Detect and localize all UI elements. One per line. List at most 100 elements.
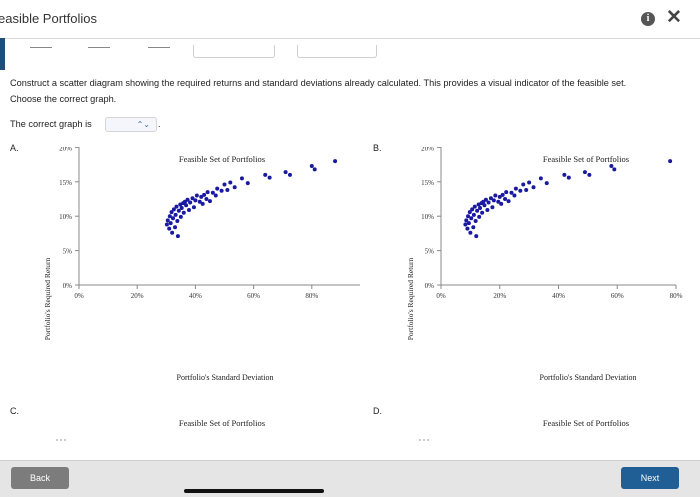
answer-suffix: .	[158, 119, 161, 129]
next-button[interactable]: Next	[621, 467, 679, 489]
data-point	[179, 205, 184, 210]
chevron-updown-icon: ⌃⌄	[136, 120, 150, 129]
data-point	[509, 190, 514, 195]
footer-bar: Back Next	[0, 460, 700, 497]
data-point	[194, 193, 199, 198]
data-point	[239, 176, 244, 181]
data-point	[527, 180, 532, 185]
data-point	[500, 192, 505, 197]
option-a-label: A.	[10, 143, 19, 153]
stub-field	[193, 45, 275, 58]
data-point	[472, 204, 477, 209]
title-bar: easible Portfolios i ✕	[0, 0, 700, 39]
chart-title: Feasible Set of Portfolios	[179, 154, 265, 164]
data-point	[587, 172, 592, 177]
previous-content-stub	[0, 39, 700, 59]
data-point	[312, 167, 317, 172]
chart-title: Feasible Set of Portfolios	[543, 154, 629, 164]
x-tick-label: 80%	[670, 292, 683, 300]
content-area[interactable]: Construct a scatter diagram showing the …	[0, 39, 700, 460]
chart-b[interactable]: Feasible Set of Portfolios Portfolio's R…	[363, 147, 700, 387]
data-point	[538, 176, 543, 181]
back-button[interactable]: Back	[11, 467, 69, 489]
points	[164, 159, 338, 239]
close-icon[interactable]: ✕	[666, 7, 682, 28]
info-icon[interactable]: i	[641, 12, 655, 26]
data-point	[176, 208, 181, 213]
option-b-label: B.	[373, 143, 382, 153]
y-tick-label: 20%	[421, 147, 434, 152]
stub-field	[297, 45, 377, 58]
data-point	[200, 201, 205, 206]
data-point	[518, 188, 523, 193]
data-point	[175, 234, 180, 239]
x-tick-label: 40%	[189, 292, 202, 300]
data-point	[475, 208, 480, 213]
x-tick-label: 60%	[247, 292, 260, 300]
data-point	[467, 210, 472, 215]
y-tick-label: 5%	[425, 248, 435, 256]
data-point	[184, 203, 189, 208]
chart-title: Feasible Set of Portfolios	[179, 418, 265, 428]
data-point	[544, 181, 549, 186]
data-point	[471, 225, 476, 230]
data-point	[197, 199, 202, 204]
data-point	[267, 175, 272, 180]
data-point	[225, 188, 230, 193]
home-indicator	[184, 489, 324, 493]
chart-c[interactable]: Feasible Set of Portfolios	[0, 411, 360, 460]
x-tick-label: 0%	[436, 292, 446, 300]
y-axis-label: Portfolio's Required Return	[43, 257, 52, 340]
data-point	[210, 190, 215, 195]
x-tick-label: 80%	[305, 292, 318, 300]
data-point	[466, 221, 471, 226]
data-point	[482, 203, 487, 208]
data-point	[513, 186, 518, 191]
points	[463, 159, 673, 239]
data-point	[178, 214, 183, 219]
data-point	[512, 193, 517, 198]
chart-a[interactable]: Feasible Set of Portfolios Portfolio's R…	[0, 147, 360, 387]
data-point	[188, 200, 193, 205]
data-point	[480, 210, 485, 215]
data-point	[167, 214, 172, 219]
data-point	[169, 210, 174, 215]
data-point	[333, 159, 338, 164]
y-tick-label: 15%	[59, 179, 72, 187]
answer-select[interactable]: ⌃⌄	[105, 117, 157, 132]
data-point	[215, 186, 220, 191]
data-point	[490, 205, 495, 210]
data-point	[199, 194, 204, 199]
data-point	[167, 226, 172, 231]
data-point	[493, 193, 498, 198]
data-point	[171, 207, 176, 212]
option-c-label: C.	[10, 406, 19, 416]
data-point	[186, 208, 191, 213]
instructions: Construct a scatter diagram showing the …	[10, 78, 627, 104]
stub-line	[148, 47, 170, 48]
chart-title: Feasible Set of Portfolios	[543, 418, 629, 428]
data-point	[496, 199, 501, 204]
y-tick-label: 15%	[421, 179, 434, 187]
x-tick-label: 20%	[131, 292, 144, 300]
chart-d[interactable]: Feasible Set of Portfolios	[363, 411, 700, 460]
data-point	[471, 212, 476, 217]
x-tick-label: 0%	[74, 292, 84, 300]
data-point	[205, 190, 210, 195]
data-point	[473, 219, 478, 224]
stub-line	[30, 47, 52, 48]
x-axis-label: Portfolio's Standard Deviation	[177, 373, 274, 382]
data-point	[486, 200, 491, 205]
data-point	[228, 180, 233, 185]
data-point	[193, 198, 198, 203]
y-tick-label: 0%	[63, 282, 73, 290]
data-point	[175, 219, 180, 224]
data-point	[173, 225, 178, 230]
y-tick-label: 5%	[63, 248, 73, 256]
axes: 0%5%10%15%20%25%0%20%40%60%80%	[421, 147, 683, 300]
stub-line	[88, 47, 110, 48]
data-point	[191, 205, 196, 210]
y-tick-label: 10%	[59, 213, 72, 221]
data-point	[562, 172, 567, 177]
